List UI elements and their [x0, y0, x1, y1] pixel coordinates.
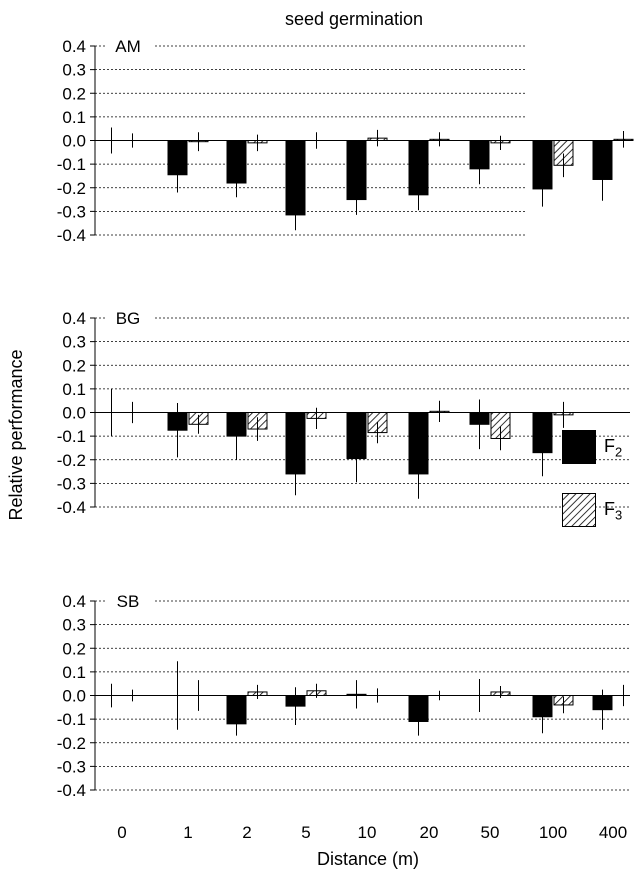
panel-label: SB: [117, 592, 140, 611]
y-tick-label: -0.2: [57, 734, 86, 753]
panels: 0.40.30.20.10.0-0.1-0.2-0.3-0.4AM0.40.30…: [57, 35, 634, 800]
y-tick-label: 0.1: [62, 380, 86, 399]
legend-entry-f2: F2: [562, 430, 632, 466]
y-tick-label: 0.0: [62, 132, 86, 151]
legend-swatch-solid: [562, 430, 596, 464]
y-tick-label: 0.2: [62, 356, 86, 375]
y-tick-label: -0.4: [57, 498, 86, 517]
legend-label-f2: F2: [604, 436, 622, 460]
y-tick-label: -0.4: [57, 226, 86, 245]
y-tick-label: -0.1: [57, 155, 86, 174]
legend-label-f3: F3: [604, 499, 622, 523]
y-tick-label: 0.1: [62, 108, 86, 127]
panel-sb: 0.4 0.3 0.2 0.1 0.0 -0.1 -0.2 -0.3 -0.4 SB: [57, 590, 630, 800]
panel-label-background: [107, 35, 153, 57]
x-tick-label: 5: [301, 823, 310, 842]
y-tick-label: -0.1: [57, 710, 86, 729]
y-tick-label: -0.1: [57, 427, 86, 446]
legend-entry-f3: F3: [562, 493, 632, 529]
y-tick-label: 0.2: [62, 639, 86, 658]
y-tick-label: 0.2: [62, 84, 86, 103]
y-tick-label: 0.3: [62, 333, 86, 352]
x-tick-label: 0: [117, 823, 126, 842]
y-axis-label: Relative performance: [6, 349, 26, 520]
legend-swatch-hatched: [562, 493, 596, 527]
x-tick-label: 20: [420, 823, 439, 842]
panel-label: BG: [116, 309, 141, 328]
x-tick-label: 100: [539, 823, 567, 842]
y-tick-label: 0.4: [62, 37, 86, 56]
x-axis-label: Distance (m): [317, 849, 419, 869]
panel-label-background: [107, 307, 153, 329]
chart-title: seed germination: [285, 9, 423, 29]
y-tick-label: 0.0: [62, 687, 86, 706]
y-tick-label: -0.4: [57, 781, 86, 800]
x-tick-labels: 0 1 2 5 10 20 50 100 400: [117, 823, 627, 842]
legend-label-f2-main: F: [604, 436, 615, 456]
y-tick-label: 0.4: [62, 592, 86, 611]
x-tick-label: 1: [183, 823, 192, 842]
y-tick-label: -0.3: [57, 757, 86, 776]
y-tick-label: -0.2: [57, 179, 86, 198]
legend-label-f3-sub: 3: [615, 507, 623, 523]
y-tick-label: 0.1: [62, 663, 86, 682]
x-tick-label: 400: [599, 823, 627, 842]
x-tick-label: 50: [481, 823, 500, 842]
panel-label: AM: [115, 37, 141, 56]
y-tick-label: -0.2: [57, 451, 86, 470]
panel-label-background: [107, 590, 153, 612]
y-tick-label: 0.4: [62, 309, 86, 328]
panel-bg: 0.4 0.3 0.2 0.1 0.0 -0.1 -0.2 -0.3 -0.4 BG: [57, 307, 630, 517]
legend-label-f3-main: F: [604, 499, 615, 519]
y-tick-label: -0.3: [57, 202, 86, 221]
x-tick-label: 10: [358, 823, 377, 842]
y-tick-label: -0.3: [57, 474, 86, 493]
y-tick-label: 0.3: [62, 616, 86, 635]
y-tick-label: 0.0: [62, 404, 86, 423]
x-tick-label: 2: [242, 823, 251, 842]
panel-am: 0.4 0.3 0.2 0.1 0.0 -0.1 -0.2 -0.3 -0.4 AM: [57, 35, 634, 245]
y-tick-label: 0.3: [62, 61, 86, 80]
legend-label-f2-sub: 2: [615, 444, 623, 460]
